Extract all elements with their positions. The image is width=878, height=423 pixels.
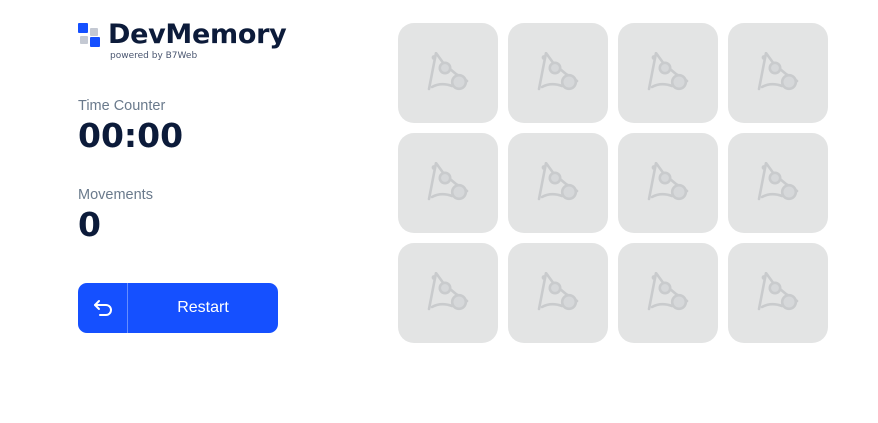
card-back-logo-icon <box>757 272 799 311</box>
memory-card[interactable] <box>728 243 828 343</box>
time-counter-label: Time Counter <box>78 98 166 114</box>
card-back-logo-icon <box>647 52 689 91</box>
card-back-logo-icon <box>537 272 579 311</box>
card-back-logo-icon <box>757 52 799 91</box>
card-back-logo-icon <box>427 162 469 201</box>
card-back-logo-icon <box>427 52 469 91</box>
memory-card[interactable] <box>618 23 718 123</box>
restart-label: Restart <box>177 299 229 316</box>
memory-board <box>398 23 828 343</box>
card-back-logo-icon <box>427 272 469 311</box>
movements-label: Movements <box>78 187 153 203</box>
time-counter-value: 00:00 <box>78 116 184 155</box>
logo-subtitle: powered by B7Web <box>110 51 198 61</box>
card-back-logo-icon <box>647 162 689 201</box>
restart-button[interactable]: Restart <box>78 283 278 333</box>
card-back-logo-icon <box>647 272 689 311</box>
logo-title: DevMemory <box>108 19 287 50</box>
memory-card[interactable] <box>398 23 498 123</box>
card-back-logo-icon <box>537 52 579 91</box>
memory-card[interactable] <box>398 243 498 343</box>
memory-card[interactable] <box>728 133 828 233</box>
info-panel: DevMemory powered by B7Web Time Counter … <box>78 20 298 333</box>
memory-card[interactable] <box>618 243 718 343</box>
memory-card[interactable] <box>728 23 828 123</box>
restart-icon-container <box>78 283 128 333</box>
memory-card[interactable] <box>398 133 498 233</box>
movements-value: 0 <box>78 205 101 244</box>
movements-counter: Movements 0 <box>78 186 153 244</box>
card-back-logo-icon <box>537 162 579 201</box>
memory-card[interactable] <box>508 133 608 233</box>
memory-card[interactable] <box>618 133 718 233</box>
memory-card[interactable] <box>508 243 608 343</box>
card-back-logo-icon <box>757 162 799 201</box>
logo: DevMemory powered by B7Web <box>78 20 298 61</box>
logo-mark-icon <box>78 23 102 47</box>
undo-arrow-icon <box>93 300 112 316</box>
time-counter: Time Counter 00:00 <box>78 97 183 155</box>
memory-card[interactable] <box>508 23 608 123</box>
